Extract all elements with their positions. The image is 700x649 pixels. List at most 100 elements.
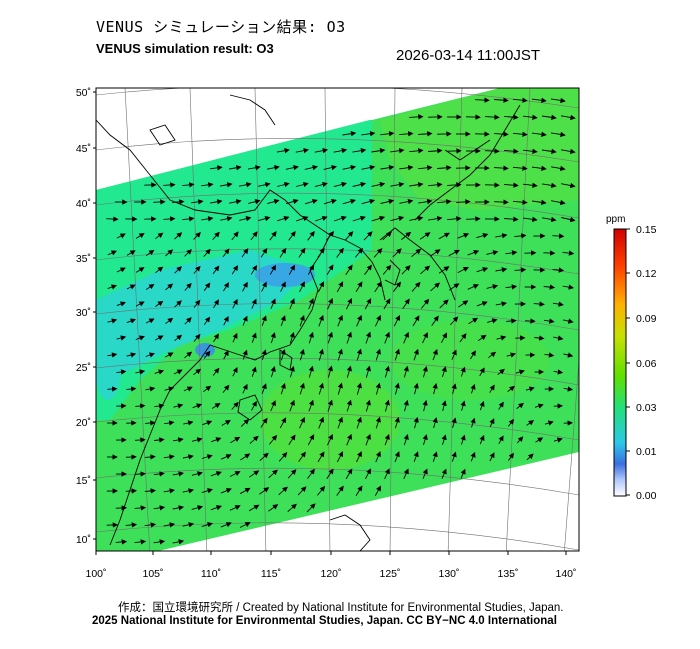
wind-arrow xyxy=(422,365,428,378)
wind-arrow xyxy=(470,350,476,360)
wind-arrow xyxy=(544,352,555,358)
wind-arrow xyxy=(355,485,363,496)
wind-arrow xyxy=(562,284,574,290)
wind-arrow xyxy=(249,435,259,444)
wind-arrow xyxy=(522,148,538,154)
wind-arrow xyxy=(213,299,219,309)
wind-arrow xyxy=(230,436,241,444)
wind-arrow xyxy=(430,282,440,292)
wind-arrow xyxy=(440,332,448,344)
wind-arrow xyxy=(401,231,412,240)
wind-arrow xyxy=(561,182,576,189)
wind-arrow xyxy=(418,198,433,205)
wind-arrow xyxy=(393,281,402,292)
lat-tick-35: 35˚ xyxy=(76,253,91,265)
wind-arrow xyxy=(249,470,260,478)
wind-arrow xyxy=(193,368,202,376)
wind-arrow xyxy=(317,247,325,258)
wind-arrow xyxy=(107,284,117,290)
wind-arrow xyxy=(193,299,201,308)
wind-arrow xyxy=(134,539,147,545)
wind-arrow xyxy=(145,352,155,358)
wind-arrow xyxy=(354,247,364,258)
wind-arrow xyxy=(308,298,314,310)
wind-arrow xyxy=(439,299,449,309)
lon-tick-105: 105˚ xyxy=(142,568,163,580)
wind-arrow xyxy=(250,231,258,241)
wind-arrow xyxy=(144,454,156,460)
wind-arrow xyxy=(231,231,239,241)
wind-arrow xyxy=(399,165,414,171)
wind-arrow xyxy=(261,383,267,395)
wind-arrow xyxy=(184,317,192,325)
wind-arrow xyxy=(192,403,203,409)
wind-arrow xyxy=(232,298,238,309)
wind-arrow xyxy=(460,434,466,445)
wind-arrow xyxy=(336,281,344,293)
wind-arrow xyxy=(212,265,220,275)
lat-tick-50: 50˚ xyxy=(76,87,91,99)
wind-arrow xyxy=(116,267,126,273)
wind-arrow xyxy=(507,385,515,392)
colorbar-unit: ppm xyxy=(606,214,625,225)
wind-arrow xyxy=(553,335,564,341)
wind-arrow xyxy=(522,182,538,188)
wind-arrow xyxy=(390,181,405,188)
lon-tick-110: 110˚ xyxy=(201,568,221,580)
wind-arrow xyxy=(172,505,185,511)
wind-arrow xyxy=(126,352,137,358)
wind-arrow xyxy=(289,331,295,344)
wind-arrow xyxy=(346,399,352,412)
wind-arrow xyxy=(172,539,185,545)
colorbar-tick-marks xyxy=(626,228,630,496)
wind-arrow xyxy=(437,165,452,171)
wind-arrow xyxy=(375,451,381,463)
wind-arrow xyxy=(261,315,267,326)
wind-arrow xyxy=(327,331,333,344)
wind-arrow xyxy=(467,250,480,256)
wind-arrow xyxy=(280,348,286,361)
wind-arrow xyxy=(212,231,220,240)
wind-arrow xyxy=(261,349,267,361)
wind-arrow xyxy=(297,486,307,496)
wind-arrow xyxy=(428,215,443,222)
wind-arrow xyxy=(488,351,497,359)
wind-arrow xyxy=(447,182,462,188)
wind-arrow xyxy=(306,503,316,513)
forecast-timestamp: 2026-03-14 11:00JST xyxy=(396,47,540,64)
wind-arrow xyxy=(346,365,352,378)
wind-arrow xyxy=(260,247,268,258)
wind-arrow xyxy=(470,451,476,462)
wind-arrow xyxy=(174,300,182,308)
wind-arrow xyxy=(380,164,395,171)
wind-arrow xyxy=(489,452,495,462)
wind-arrow xyxy=(153,539,166,545)
wind-arrow xyxy=(474,97,490,103)
wind-arrow xyxy=(460,400,466,411)
wind-arrow xyxy=(154,437,165,443)
wind-arrow xyxy=(364,264,372,275)
wind-arrow xyxy=(403,399,409,412)
wind-arrow xyxy=(409,114,424,120)
credit-line: 作成：国立環境研究所 / Created by National Institu… xyxy=(118,602,564,614)
wind-arrow xyxy=(553,437,563,443)
wind-arrow xyxy=(270,298,276,309)
wind-arrow xyxy=(155,300,164,307)
wind-arrow xyxy=(467,284,479,290)
field-region-blue xyxy=(255,263,315,287)
wind-arrow xyxy=(380,198,395,205)
wind-arrow xyxy=(451,349,457,360)
wind-arrow xyxy=(267,199,280,205)
wind-arrow xyxy=(493,97,509,103)
wind-arrow xyxy=(470,383,476,394)
field-region-cyan xyxy=(96,250,310,380)
wind-arrow xyxy=(258,182,271,188)
wind-arrow xyxy=(278,486,288,496)
wind-arrow xyxy=(327,297,333,310)
wind-arrow xyxy=(422,468,428,479)
wind-arrow xyxy=(535,437,544,443)
wind-arrow xyxy=(512,199,528,205)
wind-arrow xyxy=(298,247,306,258)
wind-arrow xyxy=(361,164,376,171)
wind-arrow xyxy=(288,264,296,275)
